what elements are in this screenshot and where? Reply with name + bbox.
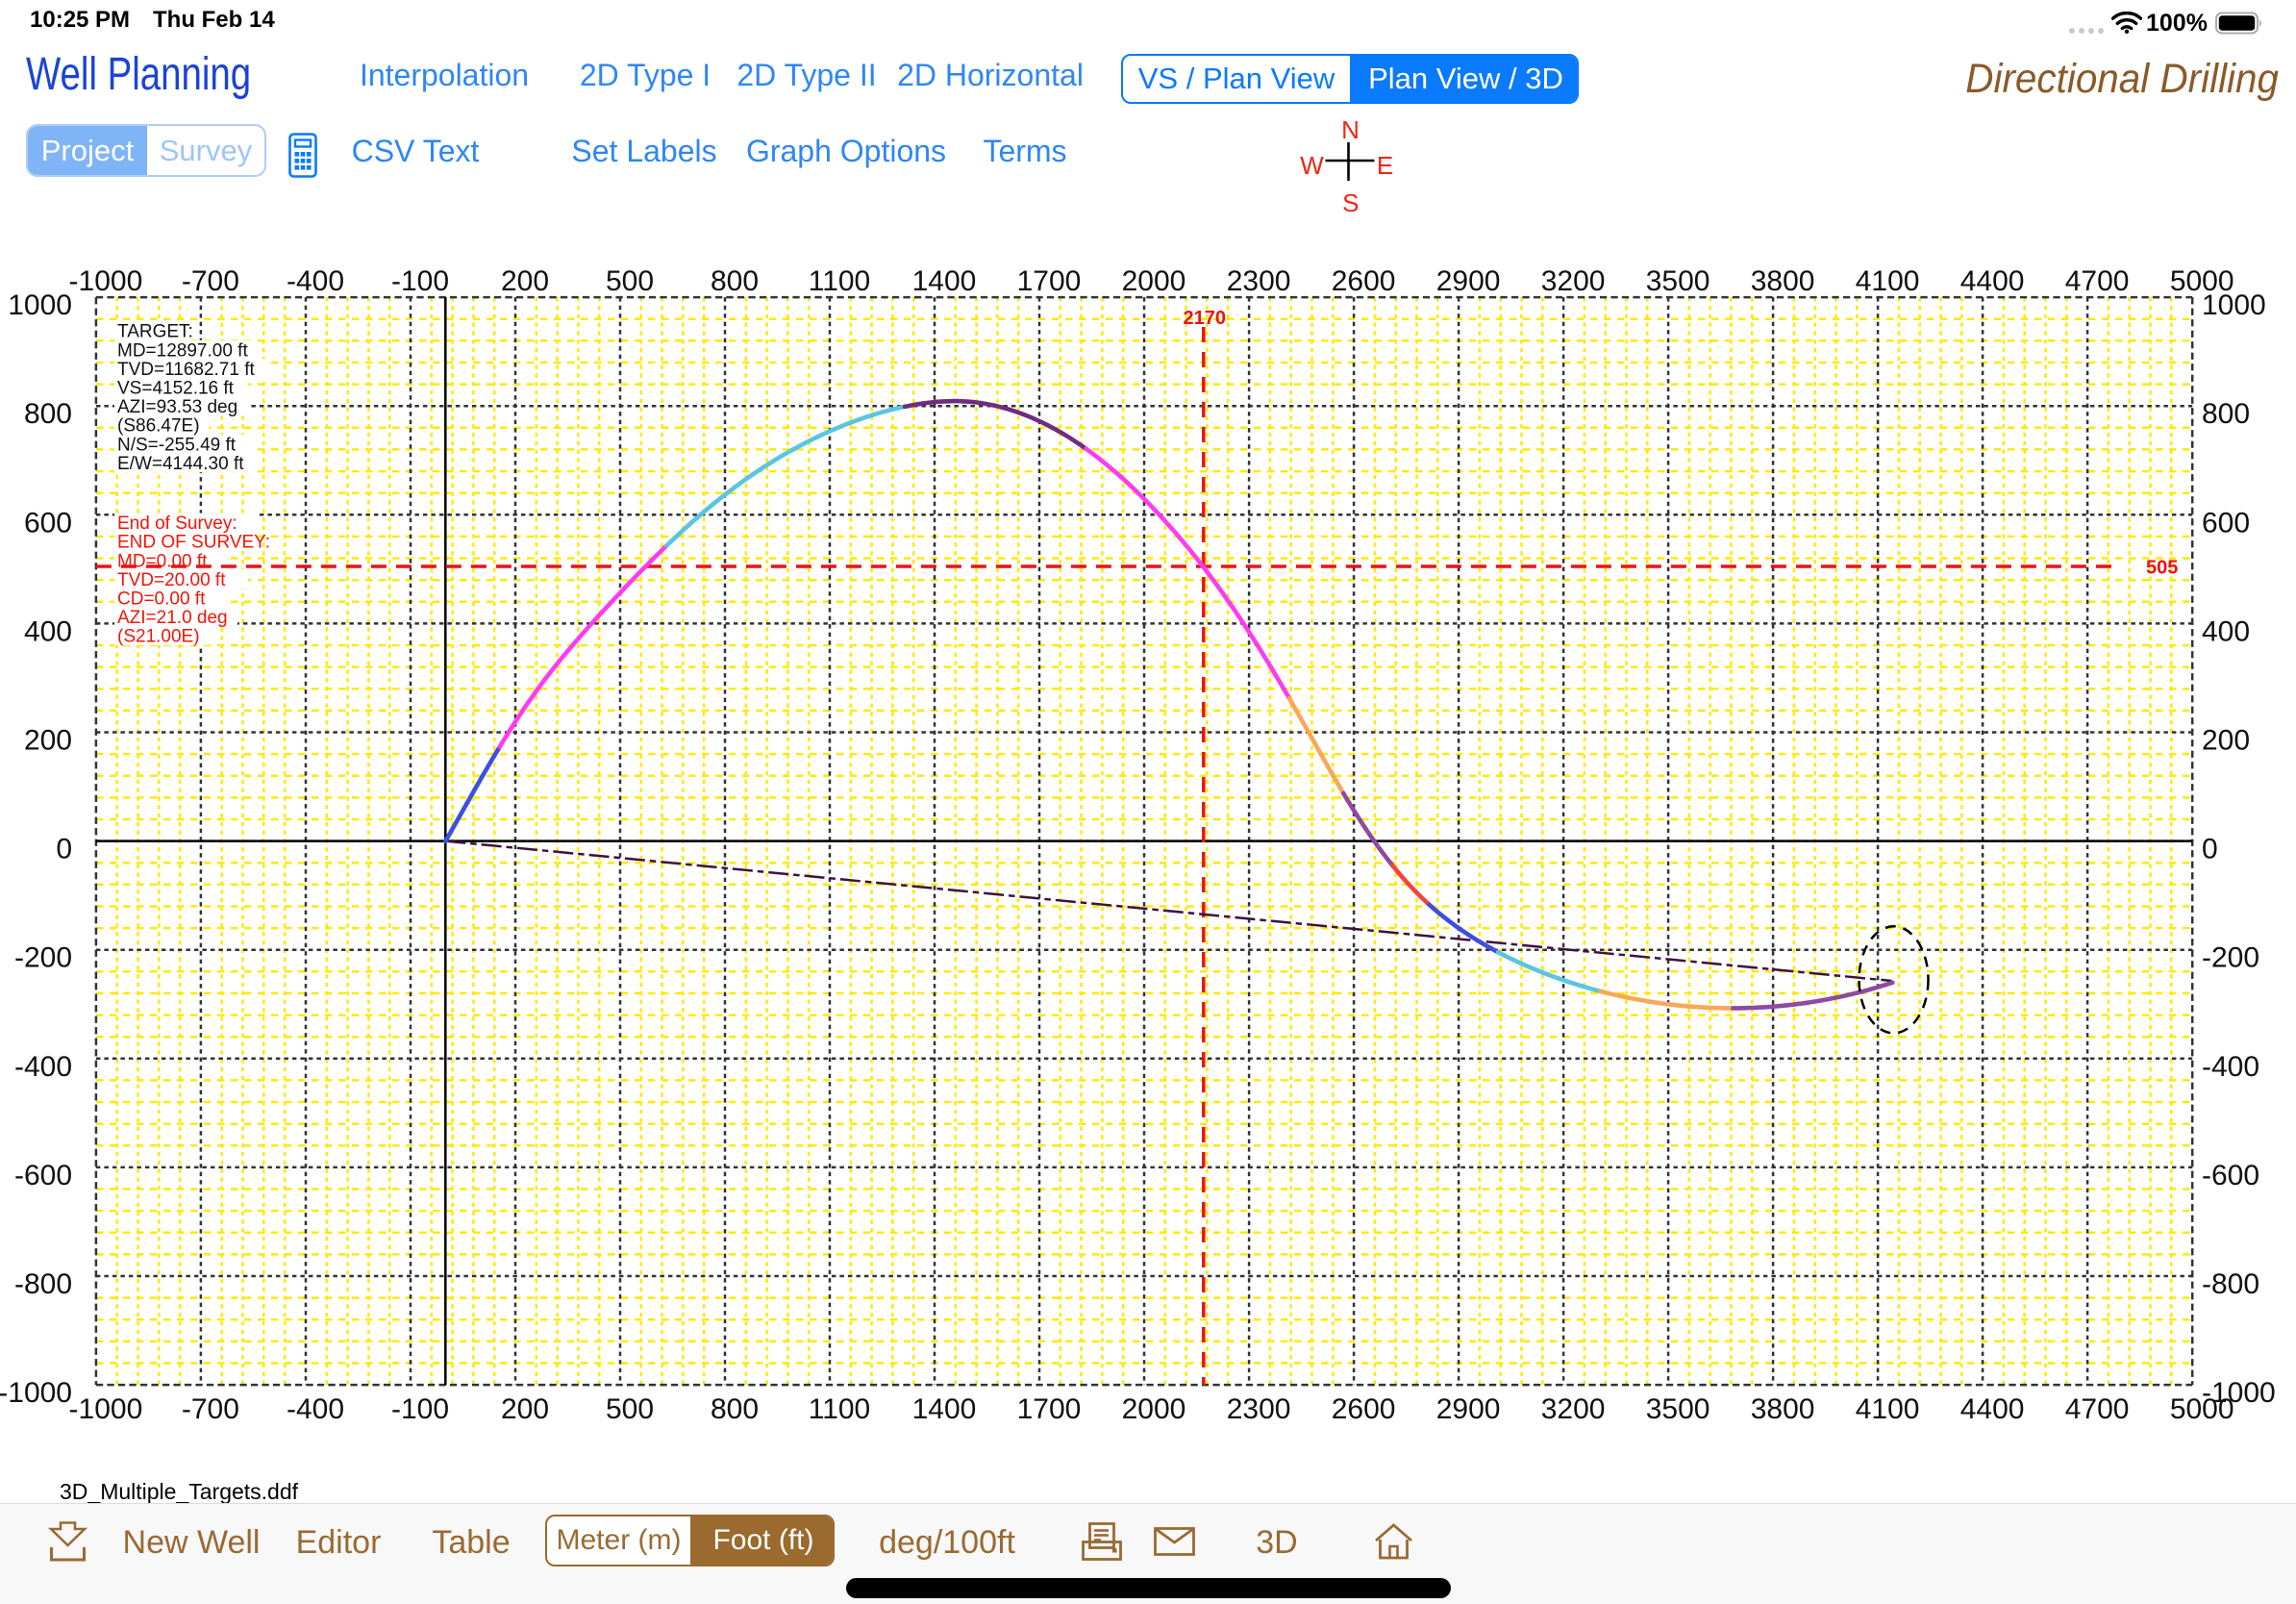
svg-text:3500: 3500 xyxy=(1646,265,1710,297)
svg-text:2000: 2000 xyxy=(1122,265,1186,297)
svg-text:-1000: -1000 xyxy=(69,265,143,297)
svg-text:-800: -800 xyxy=(14,1268,72,1300)
svg-text:400: 400 xyxy=(24,615,72,647)
svg-text:-200: -200 xyxy=(14,942,72,974)
svg-text:1400: 1400 xyxy=(912,265,977,297)
svg-text:-400: -400 xyxy=(287,1393,344,1425)
svg-text:1100: 1100 xyxy=(809,1393,871,1425)
svg-text:E/W=4144.30 ft: E/W=4144.30 ft xyxy=(117,454,244,474)
svg-text:3500: 3500 xyxy=(1646,1393,1710,1425)
svg-text:VS=4152.16 ft: VS=4152.16 ft xyxy=(117,379,235,399)
svg-text:2600: 2600 xyxy=(1332,1393,1396,1425)
svg-text:-400: -400 xyxy=(2202,1051,2259,1083)
svg-text:400: 400 xyxy=(2202,615,2250,647)
svg-text:800: 800 xyxy=(711,265,759,297)
svg-text:W: W xyxy=(1300,151,1324,180)
svg-text:5000: 5000 xyxy=(2170,1393,2234,1425)
svg-text:TVD=20.00 ft: TVD=20.00 ft xyxy=(117,570,226,590)
svg-text:2300: 2300 xyxy=(1227,1393,1291,1425)
svg-text:-200: -200 xyxy=(2202,942,2259,974)
svg-text:800: 800 xyxy=(2202,398,2250,430)
svg-text:-700: -700 xyxy=(182,265,239,297)
svg-text:TARGET:: TARGET: xyxy=(117,322,193,342)
svg-text:END OF SURVEY:: END OF SURVEY: xyxy=(117,533,270,553)
svg-text:2900: 2900 xyxy=(1436,265,1501,297)
svg-text:(S21.00E): (S21.00E) xyxy=(117,627,200,647)
svg-text:1700: 1700 xyxy=(1017,265,1082,297)
svg-text:3800: 3800 xyxy=(1751,265,1815,297)
svg-text:2170: 2170 xyxy=(1184,308,1227,329)
svg-text:CD=0.00 ft: CD=0.00 ft xyxy=(117,589,206,610)
svg-text:-600: -600 xyxy=(2202,1160,2259,1191)
svg-text:4400: 4400 xyxy=(1960,265,2025,297)
svg-text:600: 600 xyxy=(2202,507,2250,539)
svg-text:0: 0 xyxy=(56,834,72,865)
svg-text:-1000: -1000 xyxy=(69,1393,143,1425)
svg-text:4400: 4400 xyxy=(1960,1393,2025,1425)
svg-text:MD=0.00 ft: MD=0.00 ft xyxy=(117,551,208,571)
svg-text:(S86.47E): (S86.47E) xyxy=(117,416,200,437)
svg-text:TVD=11682.71 ft: TVD=11682.71 ft xyxy=(117,360,255,380)
svg-text:N/S=-255.49 ft: N/S=-255.49 ft xyxy=(117,435,237,455)
svg-text:3200: 3200 xyxy=(1541,1393,1606,1425)
svg-text:End of Survey:: End of Survey: xyxy=(117,514,237,534)
svg-text:1700: 1700 xyxy=(1017,1393,1082,1425)
svg-text:1000: 1000 xyxy=(8,289,72,321)
svg-text:800: 800 xyxy=(24,398,72,430)
svg-text:S: S xyxy=(1342,188,1359,216)
svg-text:200: 200 xyxy=(501,1393,549,1425)
svg-text:2300: 2300 xyxy=(1227,265,1291,297)
svg-text:0: 0 xyxy=(2202,834,2218,865)
svg-text:-600: -600 xyxy=(14,1160,72,1191)
svg-text:200: 200 xyxy=(2202,725,2250,757)
svg-text:500: 500 xyxy=(606,1393,654,1425)
svg-text:-400: -400 xyxy=(287,265,344,297)
svg-text:AZI=93.53 deg: AZI=93.53 deg xyxy=(117,397,237,417)
svg-text:3800: 3800 xyxy=(1751,1393,1815,1425)
svg-text:800: 800 xyxy=(711,1393,759,1425)
svg-text:500: 500 xyxy=(606,265,654,297)
svg-text:200: 200 xyxy=(501,265,549,297)
svg-text:505: 505 xyxy=(2146,558,2178,579)
svg-text:2000: 2000 xyxy=(1122,1393,1186,1425)
svg-text:4700: 4700 xyxy=(2065,1393,2130,1425)
svg-text:N: N xyxy=(1341,115,1360,144)
svg-text:4100: 4100 xyxy=(1856,1393,1920,1425)
svg-text:-700: -700 xyxy=(182,1393,239,1425)
svg-text:-800: -800 xyxy=(2202,1268,2259,1300)
svg-text:-1000: -1000 xyxy=(2202,1377,2276,1409)
svg-text:-1000: -1000 xyxy=(0,1377,72,1409)
svg-text:-100: -100 xyxy=(391,1393,449,1425)
svg-text:AZI=21.0 deg: AZI=21.0 deg xyxy=(117,608,228,628)
svg-text:1100: 1100 xyxy=(809,265,871,297)
svg-text:MD=12897.00 ft: MD=12897.00 ft xyxy=(117,340,248,361)
svg-text:4700: 4700 xyxy=(2065,265,2130,297)
svg-text:1000: 1000 xyxy=(2202,289,2266,321)
svg-text:-100: -100 xyxy=(391,265,449,297)
svg-text:1400: 1400 xyxy=(912,1393,977,1425)
svg-text:5000: 5000 xyxy=(2170,265,2234,297)
svg-text:2600: 2600 xyxy=(1332,265,1396,297)
svg-text:3200: 3200 xyxy=(1541,265,1606,297)
svg-text:4100: 4100 xyxy=(1856,265,1920,297)
svg-text:200: 200 xyxy=(24,725,72,757)
svg-text:-400: -400 xyxy=(14,1051,72,1083)
svg-text:600: 600 xyxy=(24,507,72,539)
svg-text:E: E xyxy=(1377,151,1393,180)
svg-text:2900: 2900 xyxy=(1436,1393,1501,1425)
